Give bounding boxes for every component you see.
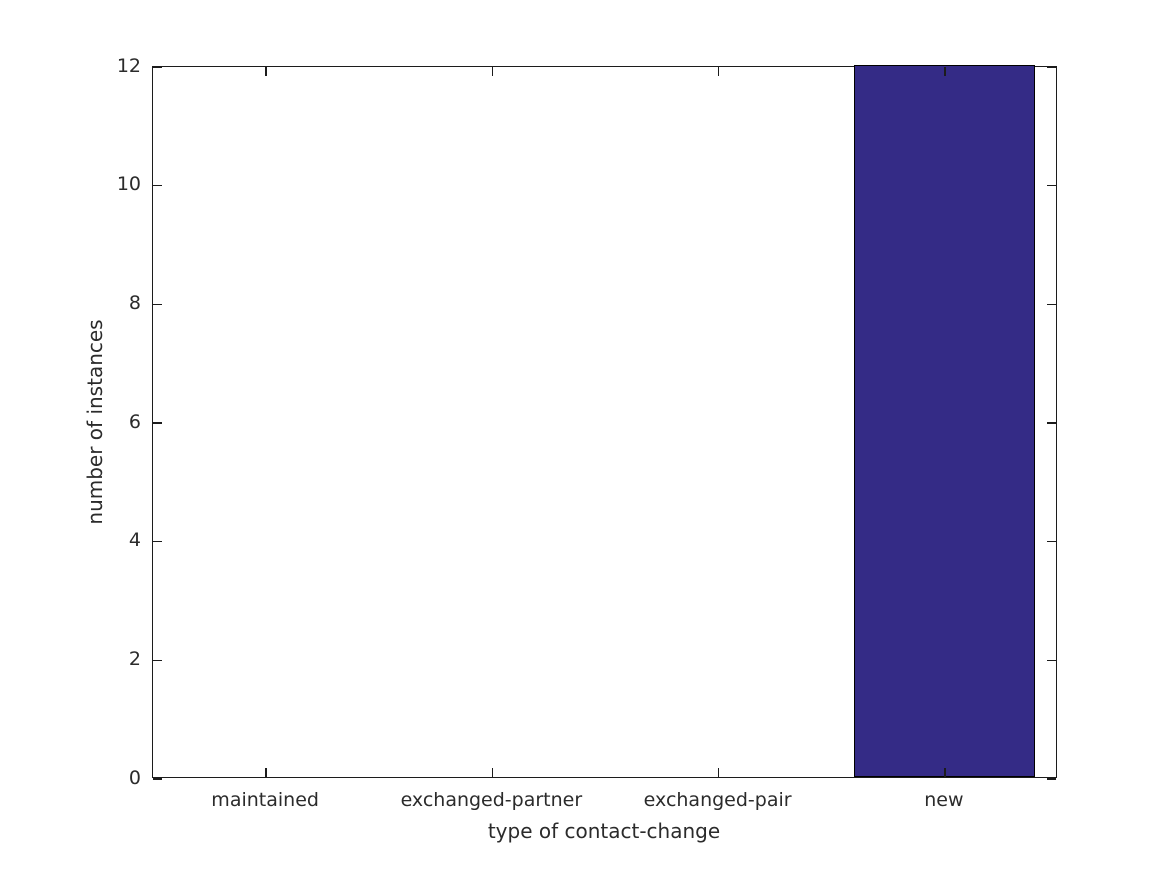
- x-tick-mark: [944, 67, 946, 76]
- x-tick-label: maintained: [211, 789, 319, 811]
- x-tick-mark: [265, 67, 267, 76]
- bar-new: [854, 65, 1036, 777]
- x-tick-mark: [944, 768, 946, 777]
- y-tick-mark: [1047, 778, 1056, 780]
- x-tick-mark: [491, 768, 494, 777]
- y-tick-label: 0: [128, 766, 141, 789]
- x-tick-mark: [491, 67, 494, 76]
- y-tick-label: 4: [128, 529, 141, 552]
- y-tick-label: 8: [128, 291, 141, 314]
- x-tick-mark: [717, 768, 720, 777]
- y-tick-label: 12: [116, 54, 141, 77]
- x-tick-label: new: [924, 789, 964, 811]
- y-tick-mark: [153, 540, 162, 543]
- x-tick-label: exchanged-partner: [400, 789, 583, 811]
- y-tick-mark: [153, 184, 162, 187]
- y-tick-mark: [153, 659, 162, 662]
- y-tick-label: 2: [128, 647, 141, 670]
- y-tick-mark: [1047, 659, 1056, 662]
- x-tick-label: exchanged-pair: [643, 789, 792, 811]
- y-tick-mark: [1047, 422, 1056, 424]
- y-tick-label: 6: [128, 410, 141, 433]
- y-tick-mark: [153, 303, 162, 306]
- y-tick-mark: [1047, 303, 1056, 306]
- y-tick-label: 10: [116, 173, 141, 196]
- plot-area: [152, 65, 1057, 780]
- y-tick-mark: [1047, 184, 1056, 187]
- y-tick-mark: [153, 66, 162, 68]
- y-tick-mark: [153, 778, 162, 780]
- x-tick-mark: [265, 768, 267, 777]
- y-tick-mark: [1047, 540, 1056, 543]
- x-tick-mark: [717, 67, 720, 76]
- y-tick-mark: [153, 422, 162, 424]
- y-tick-mark: [1047, 66, 1056, 68]
- x-axis-title: type of contact-change: [487, 819, 721, 843]
